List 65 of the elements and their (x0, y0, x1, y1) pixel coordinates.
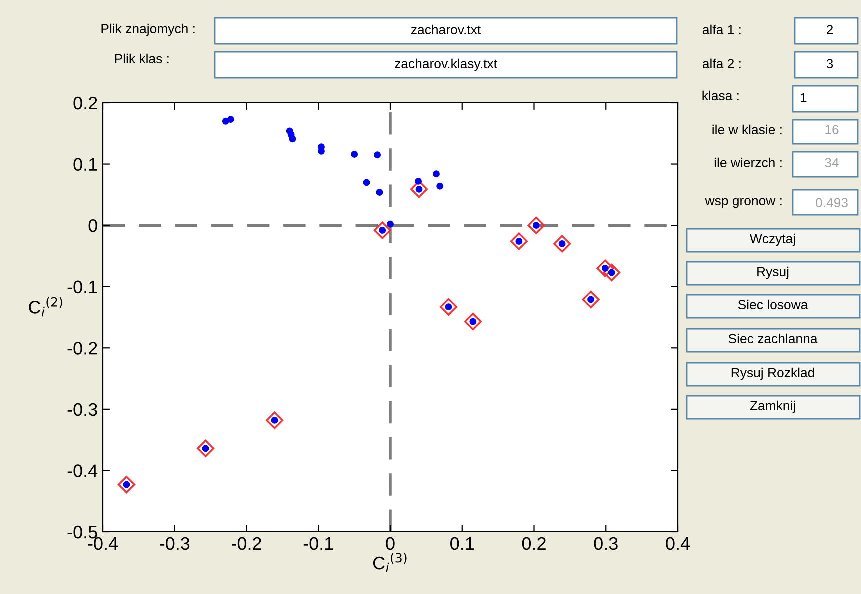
x-tick-label: 0.4 (666, 537, 690, 550)
y-tick-label: 0 (88, 220, 98, 232)
text: zacharov.klasy.txt (395, 58, 498, 72)
text: Siec losowa (738, 300, 808, 310)
x-tick-label: -0.1 (304, 537, 334, 550)
text: Plik klas : (115, 54, 169, 64)
x-tick-label: 0 (386, 537, 395, 550)
text: Wczytaj (750, 234, 796, 246)
point (528, 216, 546, 234)
point (374, 222, 392, 240)
point (582, 290, 600, 308)
text: ile wierzch : (714, 158, 782, 168)
point (440, 298, 458, 316)
text: Siec zachlanna (728, 334, 818, 344)
y-tick-label: -0.5 (68, 526, 98, 539)
point (415, 178, 422, 185)
text: 0.493 (816, 198, 848, 208)
point (387, 220, 394, 228)
point (289, 136, 296, 143)
x-axis-title: C$_{i}$$^{(3)}$ (373, 553, 407, 572)
text: zacharov.txt (411, 24, 481, 35)
y-tick-label: 0.2 (74, 96, 98, 110)
point (603, 264, 621, 282)
y-tick-label: -0.1 (68, 280, 98, 294)
text: Rysuj Rozklad (732, 368, 814, 380)
text: klasa : (702, 90, 739, 101)
text: ile w klasie : (712, 124, 782, 135)
x-tick-label: 0.1 (450, 537, 474, 550)
text: 34 (825, 158, 839, 168)
text: 2 (826, 25, 834, 34)
text: 16 (826, 125, 839, 135)
y-tick-label: 0.1 (74, 158, 98, 172)
y-tick-label: -0.2 (68, 342, 98, 355)
y-tick-label: -0.3 (68, 403, 98, 416)
point (227, 116, 234, 124)
point (436, 182, 444, 190)
y-tick-label: -0.4 (68, 464, 98, 478)
point (376, 189, 384, 196)
point (464, 313, 482, 331)
x-tick-label: 0.2 (522, 537, 546, 550)
x-tick-label: -0.2 (232, 537, 262, 550)
point (351, 151, 358, 158)
point (118, 476, 136, 494)
point (374, 152, 382, 159)
text: Rysuj (758, 266, 789, 280)
point (433, 170, 440, 178)
text: 3 (826, 59, 834, 69)
point (222, 118, 230, 125)
point (266, 412, 284, 430)
point (554, 235, 572, 253)
text: 1 (801, 93, 807, 102)
point (197, 440, 215, 458)
point (410, 180, 428, 198)
point (510, 232, 528, 250)
point (363, 179, 370, 186)
y-axis-title: C$_{i}$$^{(2)}$ (29, 297, 62, 317)
point (596, 260, 614, 278)
text: Plik znajomych : (102, 24, 195, 36)
x-tick-label: -0.3 (160, 537, 190, 550)
x-tick-label: 0.3 (594, 537, 618, 550)
x-tick-label: -0.4 (88, 537, 118, 550)
text: alfa 1 : (702, 24, 741, 35)
text: wsp gronow : (705, 198, 782, 208)
text: Zamknij (750, 400, 796, 414)
text: alfa 2 : (702, 58, 741, 69)
